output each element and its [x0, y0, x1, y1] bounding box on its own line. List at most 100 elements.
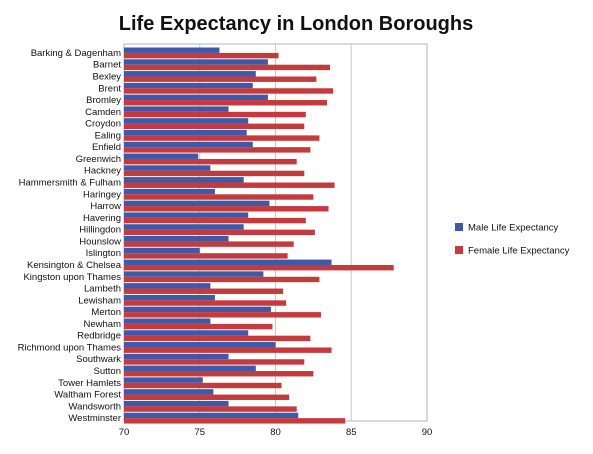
female-bar [124, 371, 314, 377]
category-label: Camden [85, 107, 121, 118]
x-tick-label: 90 [422, 427, 433, 438]
male-bar [124, 177, 244, 183]
female-bar [124, 418, 346, 424]
category-label: Brent [98, 83, 121, 94]
category-label: Lambeth [84, 284, 121, 295]
category-label: Hackney [84, 166, 121, 177]
male-bar [124, 389, 214, 395]
male-bar [124, 118, 249, 124]
female-bar [124, 264, 394, 271]
category-label: Bromley [86, 95, 121, 106]
male-bar [124, 141, 253, 148]
category-label: Barnet [93, 60, 121, 71]
male-bar [124, 59, 268, 65]
category-label: Havering [83, 213, 121, 224]
female-bar [124, 147, 311, 153]
x-tick-label: 85 [346, 427, 357, 438]
male-bar [124, 165, 211, 171]
female-bar [124, 312, 321, 318]
female-bar [124, 170, 305, 177]
legend-swatch-male [455, 223, 463, 231]
chart-title: Life Expectancy in London Boroughs [119, 13, 473, 35]
male-bar [124, 153, 199, 159]
category-label: Barking & Dagenham [31, 48, 121, 59]
male-bar [124, 236, 229, 242]
category-label: Ealing [95, 130, 121, 141]
category-label: Haringey [83, 189, 121, 200]
male-bar [124, 271, 264, 277]
male-bar [124, 129, 247, 136]
category-label: Harrow [90, 201, 121, 212]
female-bar [124, 88, 334, 94]
legend-swatch-female [455, 246, 463, 254]
female-bar [124, 229, 315, 236]
legend-label-female: Female Life Expectancy [468, 246, 570, 257]
legend: Male Life Expectancy Female Life Expectan… [455, 223, 570, 257]
category-label: Sutton [94, 366, 121, 377]
male-bar [124, 200, 270, 207]
category-label: Hillingdon [79, 225, 121, 236]
category-label: Bexley [92, 71, 121, 82]
male-bar [124, 259, 332, 265]
female-bar [124, 158, 297, 165]
category-label: Redbridge [77, 331, 121, 342]
female-bar [124, 335, 311, 342]
female-bar [124, 52, 279, 59]
female-bar [124, 323, 273, 330]
x-tick-label: 80 [270, 427, 281, 438]
male-bar [124, 377, 203, 383]
female-bar [124, 382, 282, 389]
female-bar [124, 241, 294, 247]
category-label: Westminster [68, 413, 121, 424]
male-bar [124, 306, 271, 313]
category-labels: Barking & DagenhamBarnetBexleyBrentBroml… [18, 48, 122, 424]
female-bar [124, 111, 306, 118]
male-bar [124, 412, 299, 419]
category-label: Enfield [92, 142, 121, 153]
category-label: Merton [91, 307, 121, 318]
male-bar [124, 318, 211, 324]
male-bar [124, 82, 253, 89]
male-bar [124, 188, 215, 195]
x-tick-label: 70 [119, 427, 130, 438]
category-label: Kingston upon Thames [23, 272, 121, 283]
male-bar [124, 71, 256, 77]
bars [124, 47, 394, 424]
male-bar [124, 294, 215, 301]
female-bar [124, 100, 328, 106]
male-bar [124, 94, 268, 101]
male-bar [124, 353, 229, 360]
female-bar [124, 406, 297, 412]
female-bar [124, 300, 287, 306]
female-bar [124, 347, 332, 353]
category-label: Tower Hamlets [58, 378, 121, 389]
female-bar [124, 135, 320, 141]
male-bar [124, 247, 200, 254]
female-bar [124, 253, 288, 259]
male-bar [124, 224, 244, 230]
category-label: Greenwich [76, 154, 121, 165]
female-bar [124, 123, 305, 130]
x-axis-ticks: 70 75 80 85 90 [119, 427, 433, 438]
category-label: Southwark [76, 354, 121, 365]
male-bar [124, 212, 249, 218]
category-label: Croydon [85, 119, 121, 130]
legend-label-male: Male Life Expectancy [468, 223, 559, 234]
category-label: Newham [84, 319, 122, 330]
x-tick-label: 75 [194, 427, 205, 438]
female-bar [124, 217, 306, 224]
male-bar [124, 106, 229, 112]
category-label: Lewisham [78, 295, 121, 306]
male-bar [124, 47, 220, 53]
category-label: Kensington & Chelsea [27, 260, 122, 271]
male-bar [124, 342, 276, 348]
female-bar [124, 194, 314, 200]
female-bar [124, 276, 320, 283]
category-label: Hounslow [79, 236, 121, 247]
category-label: Hammersmith & Fulham [19, 178, 121, 189]
female-bar [124, 394, 290, 400]
female-bar [124, 182, 335, 188]
female-bar [124, 288, 284, 294]
